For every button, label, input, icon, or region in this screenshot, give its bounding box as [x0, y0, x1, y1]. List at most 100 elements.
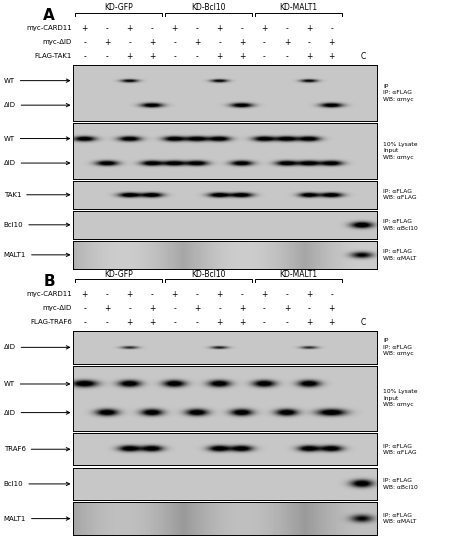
Text: -: - [128, 38, 131, 47]
Text: -: - [285, 290, 288, 299]
Text: 10% Lysate
Input
WB: αmyc: 10% Lysate Input WB: αmyc [383, 142, 418, 160]
Text: +: + [82, 290, 88, 299]
Text: +: + [239, 304, 245, 313]
Text: +: + [216, 52, 223, 61]
Text: +: + [239, 318, 245, 327]
Text: +: + [328, 38, 335, 47]
Text: -: - [83, 304, 86, 313]
Text: +: + [149, 52, 155, 61]
Text: +: + [261, 24, 268, 33]
Text: -: - [196, 290, 199, 299]
Text: WT: WT [4, 381, 70, 387]
Text: -: - [196, 24, 199, 33]
Text: +: + [328, 52, 335, 61]
Text: +: + [149, 38, 155, 47]
Text: -: - [196, 318, 199, 327]
Text: +: + [239, 52, 245, 61]
Text: MALT1: MALT1 [4, 516, 70, 522]
Text: myc-ΔID: myc-ΔID [43, 305, 72, 311]
Text: +: + [216, 24, 223, 33]
Text: -: - [241, 290, 243, 299]
Text: +: + [328, 304, 335, 313]
Text: -: - [106, 318, 109, 327]
Text: IP: αFLAG
WB: αMALT: IP: αFLAG WB: αMALT [383, 513, 417, 525]
Text: -: - [151, 24, 154, 33]
Text: -: - [218, 38, 221, 47]
Text: B: B [43, 274, 55, 289]
Text: -: - [173, 38, 176, 47]
Text: -: - [330, 290, 333, 299]
Text: C: C [361, 52, 366, 61]
Text: -: - [330, 24, 333, 33]
Text: TRAF6: TRAF6 [4, 446, 70, 452]
Text: IP: αFLAG
WB: αFLAG: IP: αFLAG WB: αFLAG [383, 444, 417, 455]
Text: +: + [284, 38, 290, 47]
Text: myc-CARD11: myc-CARD11 [26, 25, 72, 31]
Text: +: + [306, 290, 313, 299]
Text: +: + [194, 38, 200, 47]
Text: KD-GFP: KD-GFP [104, 269, 133, 279]
Text: +: + [127, 52, 133, 61]
Text: +: + [104, 304, 110, 313]
Text: +: + [172, 24, 178, 33]
Text: -: - [263, 304, 266, 313]
Text: +: + [306, 52, 313, 61]
Text: WT: WT [4, 78, 70, 84]
Text: Bcl10: Bcl10 [4, 222, 70, 228]
Text: -: - [173, 318, 176, 327]
Text: +: + [127, 290, 133, 299]
Text: MALT1: MALT1 [4, 252, 70, 258]
Text: ΔID: ΔID [4, 102, 70, 108]
Text: -: - [106, 52, 109, 61]
Text: -: - [106, 24, 109, 33]
Text: +: + [149, 318, 155, 327]
Text: KD-Bcl10: KD-Bcl10 [191, 269, 226, 279]
Text: -: - [241, 24, 243, 33]
Text: -: - [285, 24, 288, 33]
Text: +: + [284, 304, 290, 313]
Text: IP: αFLAG
WB: αBcl10: IP: αFLAG WB: αBcl10 [383, 219, 418, 231]
Text: ΔID: ΔID [4, 344, 70, 350]
Text: -: - [263, 318, 266, 327]
Text: +: + [306, 24, 313, 33]
Text: +: + [216, 318, 223, 327]
Text: +: + [172, 290, 178, 299]
Text: -: - [83, 318, 86, 327]
Text: -: - [128, 304, 131, 313]
Text: IP
IP: αFLAG
WB: αmyc: IP IP: αFLAG WB: αmyc [383, 338, 414, 356]
Text: FLAG-TRAF6: FLAG-TRAF6 [30, 319, 72, 325]
Text: KD-Bcl10: KD-Bcl10 [191, 3, 226, 12]
Text: myc-ΔID: myc-ΔID [43, 39, 72, 45]
Text: +: + [261, 290, 268, 299]
Text: 10% Lysate
Input
WB: αmyc: 10% Lysate Input WB: αmyc [383, 389, 418, 407]
Text: +: + [328, 318, 335, 327]
Text: FLAG-TAK1: FLAG-TAK1 [35, 53, 72, 59]
Text: -: - [173, 304, 176, 313]
Text: +: + [306, 318, 313, 327]
Text: C: C [361, 318, 366, 327]
Text: IP: αFLAG
WB: αBcl10: IP: αFLAG WB: αBcl10 [383, 478, 418, 490]
Text: -: - [263, 38, 266, 47]
Text: -: - [285, 318, 288, 327]
Text: KD-MALT1: KD-MALT1 [279, 269, 317, 279]
Text: KD-MALT1: KD-MALT1 [279, 3, 317, 12]
Text: +: + [149, 304, 155, 313]
Text: +: + [127, 24, 133, 33]
Text: +: + [216, 290, 223, 299]
Text: KD-GFP: KD-GFP [104, 3, 133, 12]
Text: -: - [151, 290, 154, 299]
Text: ΔID: ΔID [4, 160, 70, 166]
Text: ΔID: ΔID [4, 409, 70, 415]
Text: -: - [83, 38, 86, 47]
Text: IP: αFLAG
WB: αMALT: IP: αFLAG WB: αMALT [383, 249, 417, 261]
Text: Bcl10: Bcl10 [4, 481, 70, 487]
Text: +: + [127, 318, 133, 327]
Text: IP
IP: αFLAG
WB: αmyc: IP IP: αFLAG WB: αmyc [383, 84, 414, 102]
Text: +: + [104, 38, 110, 47]
Text: -: - [308, 38, 311, 47]
Text: -: - [196, 52, 199, 61]
Text: A: A [43, 8, 55, 23]
Text: TAK1: TAK1 [4, 192, 70, 198]
Text: +: + [239, 38, 245, 47]
Text: +: + [194, 304, 200, 313]
